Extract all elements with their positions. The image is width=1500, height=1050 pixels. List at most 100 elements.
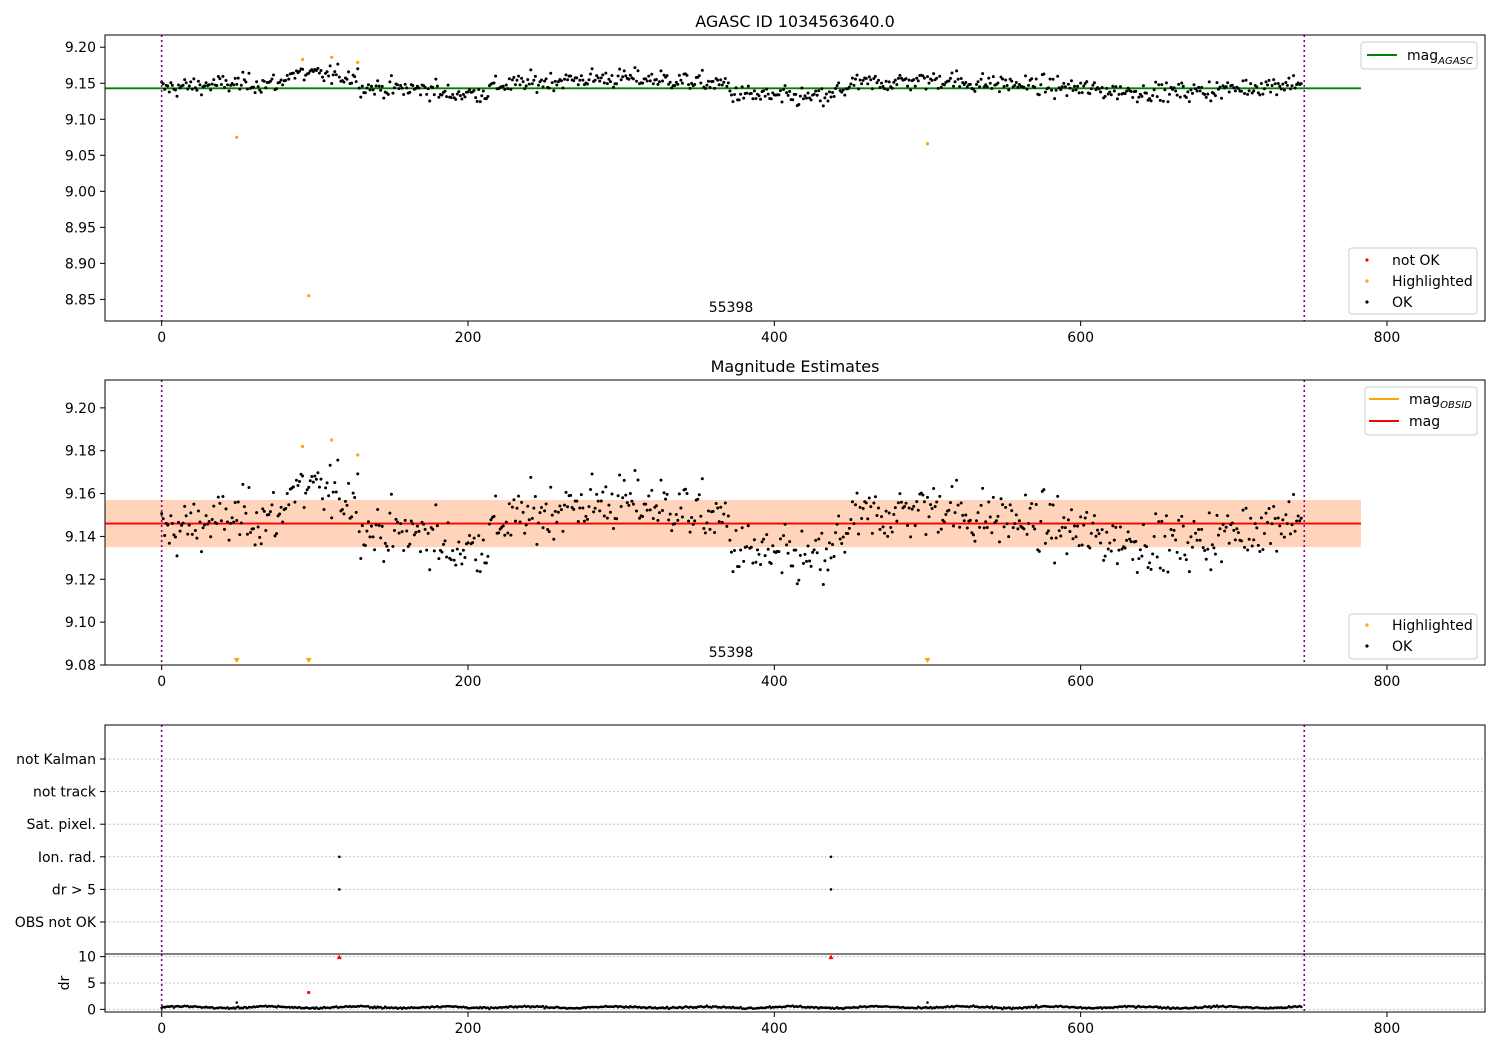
ok-point — [399, 522, 403, 526]
legend-highlighted-label: Highlighted — [1392, 618, 1473, 634]
ok-point — [536, 83, 540, 87]
ok-point — [958, 525, 962, 529]
ok-point — [665, 74, 669, 78]
ok-point — [1284, 80, 1288, 84]
y-tick-label: 8.95 — [65, 220, 96, 236]
ok-point — [1140, 94, 1144, 98]
ok-point — [806, 544, 810, 548]
ok-point — [582, 519, 586, 523]
ok-point — [1161, 568, 1165, 572]
ok-point — [1031, 524, 1035, 528]
ok-point — [898, 492, 902, 496]
ok-point — [971, 87, 975, 91]
ok-point — [370, 84, 374, 88]
ok-point — [1099, 90, 1103, 94]
panel1-legend-top: magAGASC — [1360, 41, 1478, 70]
ok-point — [1092, 81, 1096, 85]
ok-point — [852, 522, 856, 526]
y-tick-label: 9.20 — [65, 40, 96, 56]
ok-point — [1296, 514, 1300, 518]
flag-point — [338, 888, 341, 891]
ok-point — [962, 519, 966, 523]
ok-point — [210, 518, 214, 522]
ok-point — [1089, 531, 1093, 535]
clipped-highlight-marker — [924, 658, 931, 663]
ok-point — [386, 548, 390, 552]
ok-point — [1039, 519, 1043, 523]
ok-point — [1241, 79, 1245, 83]
ok-point — [370, 524, 374, 528]
x-tick-label: 800 — [1374, 330, 1401, 346]
highlighted-point — [307, 294, 311, 298]
ok-point — [1174, 89, 1178, 93]
ok-point — [569, 74, 573, 78]
ok-point — [1051, 77, 1055, 81]
ok-point — [1109, 93, 1113, 97]
ok-point — [331, 490, 335, 494]
ok-point — [431, 85, 435, 89]
ok-point — [785, 91, 789, 95]
ok-point — [615, 517, 619, 521]
panel3-points — [338, 855, 833, 891]
ok-point — [974, 82, 978, 86]
ok-point — [222, 85, 226, 89]
ok-point — [976, 511, 980, 515]
flag-point — [829, 888, 833, 891]
ok-point — [1043, 90, 1047, 94]
ok-point — [1046, 529, 1050, 533]
ok-point — [1024, 74, 1028, 78]
ok-point — [1117, 92, 1121, 96]
ok-point — [575, 499, 579, 503]
ok-point — [1246, 92, 1250, 96]
ok-point — [806, 91, 810, 95]
ok-point — [821, 104, 825, 108]
panel1-annotation: 55398 — [709, 300, 754, 316]
ok-point — [1200, 85, 1204, 89]
ok-point — [523, 87, 527, 91]
legend-not-ok-label: not OK — [1392, 253, 1440, 269]
ok-point — [693, 519, 697, 523]
ok-point — [428, 568, 432, 572]
ok-point — [674, 512, 678, 516]
ok-point — [1197, 527, 1201, 531]
ok-point — [717, 83, 721, 87]
ok-point — [432, 549, 436, 553]
ok-point — [506, 87, 510, 91]
ok-point — [216, 495, 220, 499]
ok-point — [676, 518, 680, 522]
ok-point — [515, 78, 519, 82]
ok-point — [1281, 518, 1285, 522]
ok-point — [579, 493, 583, 497]
ok-point — [366, 83, 370, 87]
ok-point — [731, 100, 735, 104]
ok-point — [656, 518, 660, 522]
ok-point — [426, 531, 430, 535]
ok-point — [843, 550, 847, 554]
ok-point — [644, 77, 648, 81]
ok-point — [1129, 540, 1133, 544]
ok-point — [910, 507, 914, 511]
ok-point — [526, 78, 530, 82]
ok-point — [893, 506, 897, 510]
ok-point — [1227, 90, 1231, 94]
ok-point — [1016, 527, 1020, 531]
ok-point — [451, 549, 455, 553]
ok-point — [193, 86, 197, 90]
ok-point — [1215, 513, 1219, 517]
ok-point — [1088, 92, 1092, 96]
ok-point — [419, 550, 423, 554]
ok-point — [535, 90, 539, 94]
ok-point — [1134, 539, 1138, 543]
panel1-points — [160, 55, 1303, 298]
ok-point — [463, 556, 467, 560]
ok-point — [481, 89, 485, 93]
ok-point — [457, 90, 461, 94]
ok-point — [766, 92, 770, 96]
ok-point — [1157, 520, 1161, 524]
ok-point — [1108, 90, 1112, 94]
ok-point — [455, 547, 459, 551]
ok-point — [647, 494, 651, 498]
ok-point — [452, 558, 456, 562]
ok-point — [219, 82, 223, 86]
ok-point — [988, 81, 992, 85]
